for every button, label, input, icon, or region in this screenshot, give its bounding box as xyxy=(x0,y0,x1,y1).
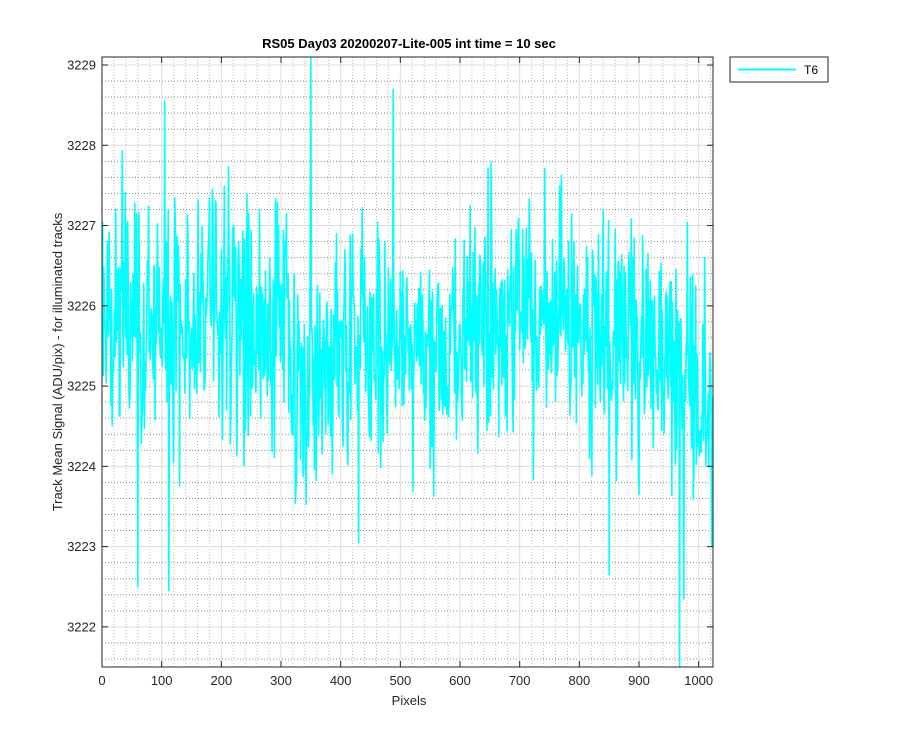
x-tick-label: 1000 xyxy=(684,673,713,688)
y-tick-label: 3225 xyxy=(67,379,96,394)
y-tick-label: 3228 xyxy=(67,138,96,153)
x-tick-label: 400 xyxy=(330,673,352,688)
x-tick-label: 0 xyxy=(98,673,105,688)
legend: T6 xyxy=(729,56,829,83)
x-tick-label: 700 xyxy=(509,673,531,688)
y-tick-label: 3224 xyxy=(67,459,96,474)
x-tick-label: 500 xyxy=(389,673,411,688)
x-tick-label: 900 xyxy=(628,673,650,688)
y-axis-ticks: 3222 3223 3224 3225 3226 3227 3228 3229 xyxy=(67,58,713,634)
x-tick-label: 800 xyxy=(568,673,590,688)
y-tick-label: 3222 xyxy=(67,619,96,634)
y-axis-label: Track Mean Signal (ADU/pix) - for illumi… xyxy=(50,212,65,511)
y-tick-label: 3226 xyxy=(67,298,96,313)
y-tick-label: 3223 xyxy=(67,539,96,554)
major-grid xyxy=(101,57,713,667)
axes: 0 100 200 300 400 500 600 700 800 900 1000 3222322… xyxy=(67,56,714,688)
series-layer xyxy=(101,56,714,668)
chart-title: RS05 Day03 20200207-Lite-005 int time = … xyxy=(262,36,556,51)
y-tick-label: 3229 xyxy=(67,58,96,73)
x-tick-label: 200 xyxy=(210,673,232,688)
x-axis-ticks: 0 100 200 300 400 500 600 700 800 900 1000 xyxy=(98,57,713,688)
legend-label-t6: T6 xyxy=(804,63,818,77)
y-tick-label: 3227 xyxy=(67,218,96,233)
series-line-t6 xyxy=(101,56,714,668)
axes-box xyxy=(101,56,714,668)
x-tick-label: 300 xyxy=(270,673,292,688)
x-tick-label: 100 xyxy=(151,673,173,688)
x-tick-label: 600 xyxy=(449,673,471,688)
x-axis-label: Pixels xyxy=(392,693,427,708)
